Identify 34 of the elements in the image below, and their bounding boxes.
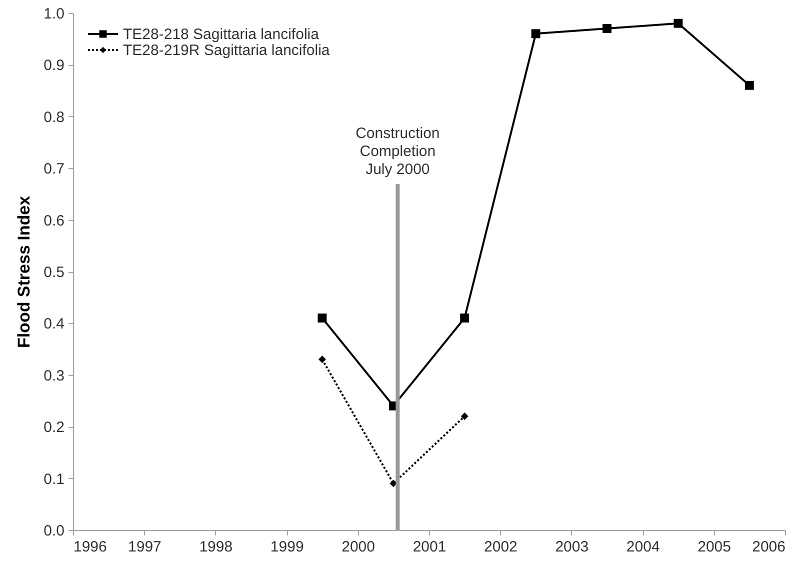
legend-label: TE28-218 Sagittaria lancifolia bbox=[123, 26, 320, 43]
x-tick-label: 2003 bbox=[555, 538, 589, 556]
point bbox=[318, 314, 327, 322]
point bbox=[602, 24, 612, 33]
x-tick-label: 2006 bbox=[752, 538, 786, 556]
y-tick-label: 0.9 bbox=[44, 57, 64, 74]
ref-line-label: Construction Completion July 2000 bbox=[356, 125, 440, 178]
x-tick-label: 1996 bbox=[74, 538, 107, 556]
point bbox=[744, 80, 754, 90]
x-tick-label: 2002 bbox=[484, 538, 518, 556]
point bbox=[531, 29, 540, 38]
y-tick-label: 0.2 bbox=[44, 419, 64, 436]
y-tick-label: 0.0 bbox=[44, 522, 64, 540]
y-tick-label: 0.3 bbox=[44, 367, 64, 384]
x-tick-label: 1999 bbox=[270, 538, 304, 556]
point bbox=[460, 412, 468, 420]
point bbox=[460, 314, 470, 322]
point bbox=[318, 356, 326, 364]
point bbox=[674, 18, 683, 28]
y-tick-label: 0.5 bbox=[44, 264, 64, 281]
x-tick-label: 1997 bbox=[128, 538, 162, 556]
y-tick-label: 0.7 bbox=[44, 160, 64, 178]
x-tick-label: 2005 bbox=[698, 538, 731, 556]
x-tick-label: 2001 bbox=[412, 538, 446, 556]
y-tick-label: 0.1 bbox=[44, 470, 64, 488]
y-axis-title: Flood Stress Index bbox=[14, 195, 34, 348]
x-tick-label: 2004 bbox=[626, 538, 660, 556]
y-tick-label: 1.0 bbox=[44, 6, 64, 22]
y-tick-label: 0.4 bbox=[44, 316, 64, 333]
x-tick-label: 1998 bbox=[199, 538, 233, 556]
x-tick-label: 2000 bbox=[342, 538, 375, 556]
y-tick-label: 0.6 bbox=[44, 212, 64, 230]
legend-label: TE28-219R Sagittaria lancifolia bbox=[123, 42, 330, 59]
y-tick-label: 0.8 bbox=[44, 108, 64, 126]
